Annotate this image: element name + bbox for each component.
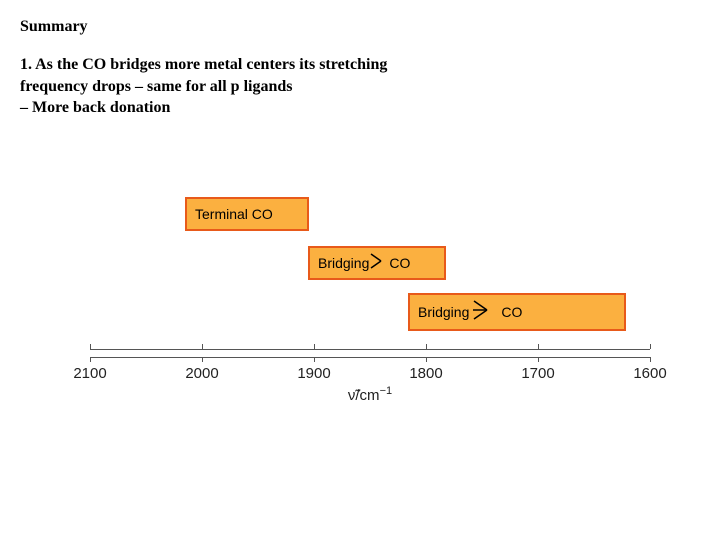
tick	[650, 344, 651, 349]
body-text: 1. As the CO bridges more metal centers …	[20, 54, 700, 119]
tick	[538, 357, 539, 362]
tick-label: 2000	[185, 365, 218, 382]
tick	[314, 357, 315, 362]
axis-line-bottom	[90, 357, 650, 358]
tick-label: 1700	[521, 365, 554, 382]
tick	[426, 344, 427, 349]
tick-label: 2100	[73, 365, 106, 382]
axis-label-prefix: ν̃/cm	[348, 387, 380, 404]
bridging-mu3-box: Bridging CO	[408, 293, 626, 331]
body-line-2: frequency drops – same for all p ligands	[20, 78, 292, 95]
bridging-mu2-box: Bridging CO	[308, 246, 446, 280]
bridging-mu2-label-after: CO	[389, 255, 418, 271]
tick	[650, 357, 651, 362]
bridging-mu2-label-before: Bridging	[310, 255, 369, 271]
mu3-bridge-icon	[471, 297, 499, 326]
terminal-co-label: Terminal CO	[187, 206, 281, 222]
tick	[202, 344, 203, 349]
bridging-mu3-label-before: Bridging	[410, 304, 471, 320]
axis-label: ν̃/cm−1	[348, 385, 392, 404]
bridging-mu3-label-after: CO	[499, 304, 530, 320]
tick	[90, 344, 91, 349]
tick	[314, 344, 315, 349]
tick-label: 1600	[633, 365, 666, 382]
axis-label-suffix: −1	[380, 385, 393, 397]
mu2-bridge-icon	[369, 250, 389, 275]
page-title: Summary	[20, 18, 700, 36]
axis-line-top	[90, 349, 650, 350]
tick	[426, 357, 427, 362]
tick	[538, 344, 539, 349]
tick	[202, 357, 203, 362]
tick	[90, 357, 91, 362]
frequency-diagram: Terminal CO Bridging CO Bridging CO 2100	[90, 179, 650, 409]
terminal-co-box: Terminal CO	[185, 197, 309, 231]
body-line-3: – More back donation	[20, 99, 170, 116]
body-line-1: 1. As the CO bridges more metal centers …	[20, 56, 387, 73]
tick-label: 1900	[297, 365, 330, 382]
tick-label: 1800	[409, 365, 442, 382]
